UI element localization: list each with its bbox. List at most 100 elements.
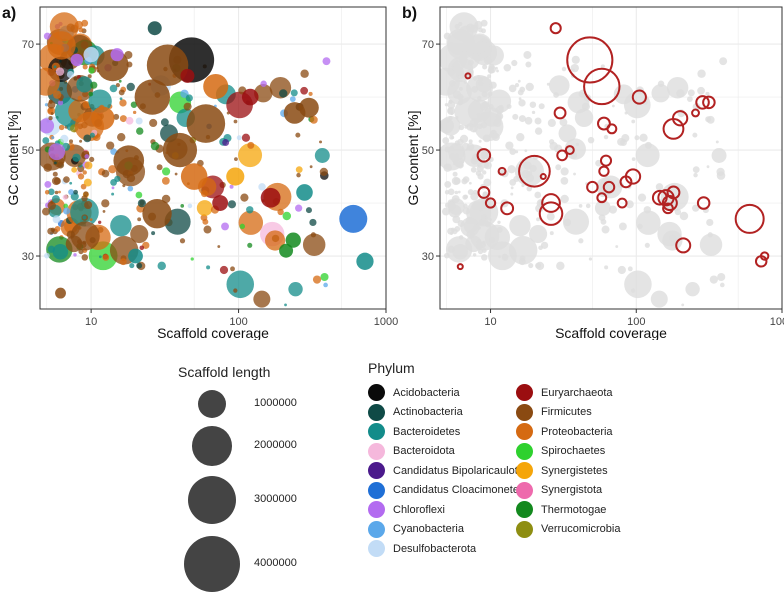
highlight-ring: [695, 95, 710, 110]
background-point: [60, 134, 69, 143]
background-point: [477, 95, 482, 101]
background-point: [676, 89, 685, 98]
background-point: [523, 50, 532, 59]
background-point: [87, 74, 92, 79]
highlight-ring: [476, 148, 492, 163]
background-point: [136, 127, 144, 135]
background-point: [222, 139, 230, 146]
highlight-ring: [696, 196, 711, 210]
background-point: [603, 134, 609, 140]
background-point: [302, 233, 326, 256]
background-point: [135, 191, 143, 199]
panel-border: [39, 6, 387, 310]
phylum-legend-swatch: [368, 442, 385, 460]
background-point: [657, 80, 665, 87]
phylum-legend-swatch: [368, 423, 385, 440]
highlight-ring: [702, 95, 716, 110]
background-point: [81, 254, 89, 261]
background-point: [693, 172, 698, 178]
background-point: [310, 232, 317, 238]
phylum-legend-label: Euryarchaeota: [541, 386, 613, 399]
background-point: [230, 266, 235, 272]
background-point: [98, 255, 102, 259]
background-point: [101, 199, 110, 208]
background-point: [253, 290, 271, 308]
background-point: [89, 156, 95, 163]
background-point: [475, 76, 493, 93]
background-point: [40, 118, 55, 134]
background-point: [509, 214, 531, 237]
y-tick-label: 70: [422, 39, 434, 51]
highlight-ring: [566, 36, 614, 84]
background-point: [157, 261, 166, 271]
background-point: [525, 82, 534, 92]
background-point: [54, 226, 61, 232]
background-point: [229, 184, 234, 189]
point-desulfobacterota: [83, 47, 99, 63]
background-point: [52, 171, 58, 177]
background-point: [309, 218, 317, 227]
x-axis-title: Scaffold coverage: [555, 325, 667, 340]
background-point: [487, 91, 493, 97]
background-point: [498, 255, 502, 259]
background-point: [555, 164, 562, 171]
background-point: [451, 176, 461, 186]
background-point: [161, 177, 170, 185]
background-point: [240, 193, 249, 202]
panel-border: [439, 6, 783, 310]
background-point: [119, 97, 123, 101]
background-point: [631, 119, 636, 124]
background-point: [487, 89, 512, 113]
background-point: [547, 118, 556, 128]
background-point: [477, 27, 483, 33]
point-firmicutes: [299, 97, 319, 118]
background-point: [89, 237, 96, 244]
background-point: [78, 249, 84, 255]
background-point: [84, 161, 93, 170]
highlight-ring: [556, 149, 568, 162]
background-point: [447, 100, 456, 109]
background-point: [290, 89, 298, 97]
background-point: [296, 172, 301, 178]
background-point: [511, 59, 518, 67]
background-point: [130, 101, 138, 108]
background-point: [162, 167, 171, 176]
background-point: [538, 245, 543, 251]
background-point: [300, 86, 309, 95]
background-point: [487, 67, 495, 74]
highlight-ring: [539, 173, 547, 181]
background-point: [130, 224, 149, 244]
point-firmicutes: [113, 145, 145, 176]
background-point: [135, 117, 143, 125]
y-tick-label: 50: [22, 145, 34, 157]
background-point: [42, 207, 51, 216]
background-point: [526, 185, 533, 192]
point-chloroflexi: [110, 48, 124, 62]
background-point: [561, 66, 567, 72]
background-point: [70, 221, 100, 251]
background-point: [505, 141, 514, 150]
background-point: [247, 242, 253, 248]
background-point: [685, 281, 700, 297]
background-point: [489, 218, 492, 222]
background-point: [482, 101, 490, 109]
background-point: [63, 176, 70, 183]
background-point: [452, 215, 461, 224]
phylum-legend-item: Cyanobacteria: [368, 520, 464, 538]
background-point: [174, 172, 178, 176]
background-point: [450, 112, 454, 115]
background-point: [129, 262, 135, 269]
background-point: [82, 64, 88, 70]
highlight-ring: [759, 251, 770, 261]
background-point: [305, 207, 312, 214]
background-point: [662, 230, 683, 251]
background-point: [42, 137, 50, 145]
background-point: [572, 68, 575, 72]
phylum-legend-label: Spirochaetes: [541, 445, 606, 457]
phylum-legend-item: Candidatus Cloacimonetes: [368, 481, 524, 499]
background-point: [525, 173, 535, 183]
background-point: [497, 220, 501, 224]
background-point: [587, 136, 595, 144]
background-point: [480, 19, 488, 27]
phylum-legend-item: Spirochaetes: [516, 442, 606, 460]
